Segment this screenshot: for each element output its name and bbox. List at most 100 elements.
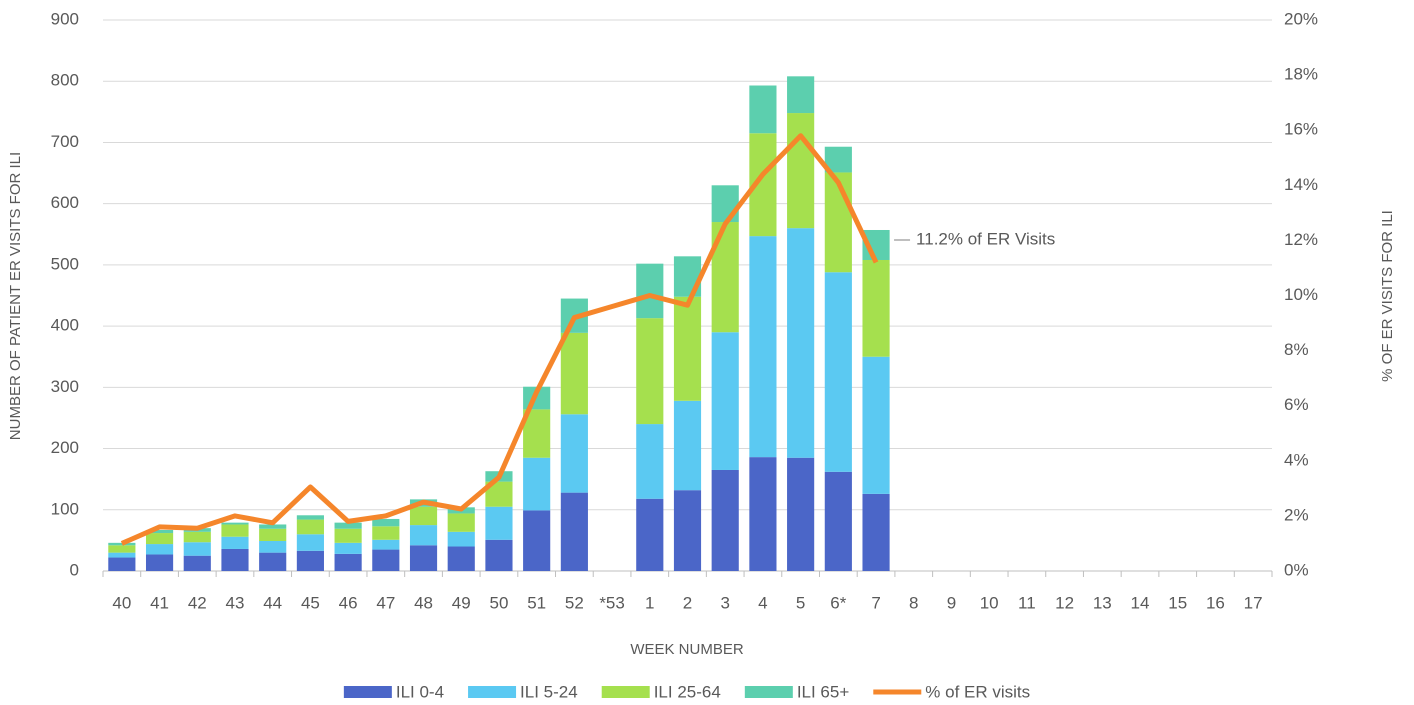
bar (673, 256, 702, 297)
bar (787, 457, 815, 571)
legend-label: ILI 25-64 (654, 682, 721, 701)
legend-label: % of ER visits (925, 682, 1030, 701)
bar (296, 515, 324, 520)
bar (862, 356, 890, 494)
bar (108, 552, 136, 558)
x-axis-title: WEEK NUMBER (630, 641, 744, 658)
bar (523, 510, 551, 571)
legend-swatch (744, 686, 793, 698)
bar (749, 236, 777, 458)
x-tick-label: 13 (1093, 593, 1112, 612)
bar (636, 263, 664, 319)
annotation: 11.2% of ER Visits (916, 229, 1055, 248)
y-tick-label: 400 (51, 316, 79, 335)
x-tick-label: 17 (1244, 593, 1263, 612)
bar (862, 493, 890, 571)
x-tick-label: 4 (758, 593, 767, 612)
x-tick-label: *53 (599, 593, 625, 612)
bar (636, 318, 664, 425)
bar (372, 539, 400, 550)
x-tick-label: 40 (112, 593, 131, 612)
bar (560, 492, 588, 571)
y-tick-label: 800 (51, 71, 79, 90)
bar (372, 526, 400, 540)
x-tick-label: 12 (1055, 593, 1074, 612)
x-tick-label: 50 (489, 593, 508, 612)
bar (673, 400, 702, 491)
x-tick-label: 42 (188, 593, 207, 612)
y2-tick-label: 18% (1284, 65, 1318, 84)
bar (711, 332, 739, 470)
y2-tick-label: 16% (1284, 120, 1318, 139)
x-tick-label: 44 (263, 593, 282, 612)
bar (108, 542, 136, 546)
y-tick-label: 200 (51, 438, 79, 457)
y-tick-label: 100 (51, 499, 79, 518)
bar (485, 539, 513, 571)
bar (334, 542, 362, 554)
bar (334, 528, 362, 543)
bar (145, 529, 174, 534)
y-tick-label: 0 (70, 560, 79, 579)
legend-swatch (468, 686, 517, 698)
y2-tick-label: 10% (1284, 285, 1318, 304)
y2-tick-label: 12% (1284, 230, 1318, 249)
bar (372, 518, 400, 527)
x-tick-label: 14 (1131, 593, 1150, 612)
y2-tick-label: 4% (1284, 450, 1309, 469)
bar (259, 524, 287, 529)
bar (259, 528, 287, 542)
y-tick-label: 600 (51, 193, 79, 212)
bar (409, 545, 438, 571)
x-tick-label: 47 (376, 593, 395, 612)
legend-swatch (343, 686, 392, 698)
x-tick-label: 8 (909, 593, 918, 612)
bar (145, 544, 174, 555)
bar (296, 550, 324, 571)
bar (636, 424, 664, 499)
x-tick-label: 41 (150, 593, 169, 612)
y-tick-label: 300 (51, 377, 79, 396)
bar (749, 457, 777, 571)
x-tick-label: 5 (796, 593, 805, 612)
bar (183, 555, 211, 571)
bar (824, 471, 852, 571)
bar (711, 469, 739, 571)
legend-label: ILI 0-4 (396, 682, 444, 701)
bar (409, 506, 438, 526)
bar (296, 519, 324, 535)
y-tick-label: 500 (51, 254, 79, 273)
bar (636, 498, 664, 571)
bar (673, 490, 702, 571)
x-tick-label: 11 (1018, 593, 1036, 612)
bar (787, 113, 815, 229)
bar (221, 522, 249, 525)
bar (749, 85, 777, 134)
bar (485, 506, 513, 540)
x-tick-label: 52 (565, 593, 584, 612)
bar (862, 259, 890, 357)
x-tick-label: 6* (830, 593, 846, 612)
bar (221, 536, 249, 549)
bar (334, 522, 362, 529)
legend-swatch (601, 686, 650, 698)
bar (145, 554, 174, 571)
y2-tick-label: 2% (1284, 505, 1309, 524)
bar (824, 272, 852, 472)
bar (372, 549, 400, 571)
bar (259, 552, 287, 571)
y2-tick-label: 14% (1284, 175, 1318, 194)
bar (108, 557, 136, 571)
bar (409, 525, 438, 546)
bar (447, 531, 475, 547)
y2-tick-label: 8% (1284, 340, 1309, 359)
bar (447, 513, 475, 532)
bar (296, 534, 324, 551)
x-tick-label: 15 (1168, 593, 1187, 612)
bar (221, 524, 249, 537)
line-series (120, 133, 879, 546)
bar (183, 542, 211, 556)
bar (334, 553, 362, 571)
legend-label: ILI 5-24 (520, 682, 578, 701)
y-axis-title: NUMBER OF PATIENT ER VISITS FOR ILI (7, 152, 24, 440)
